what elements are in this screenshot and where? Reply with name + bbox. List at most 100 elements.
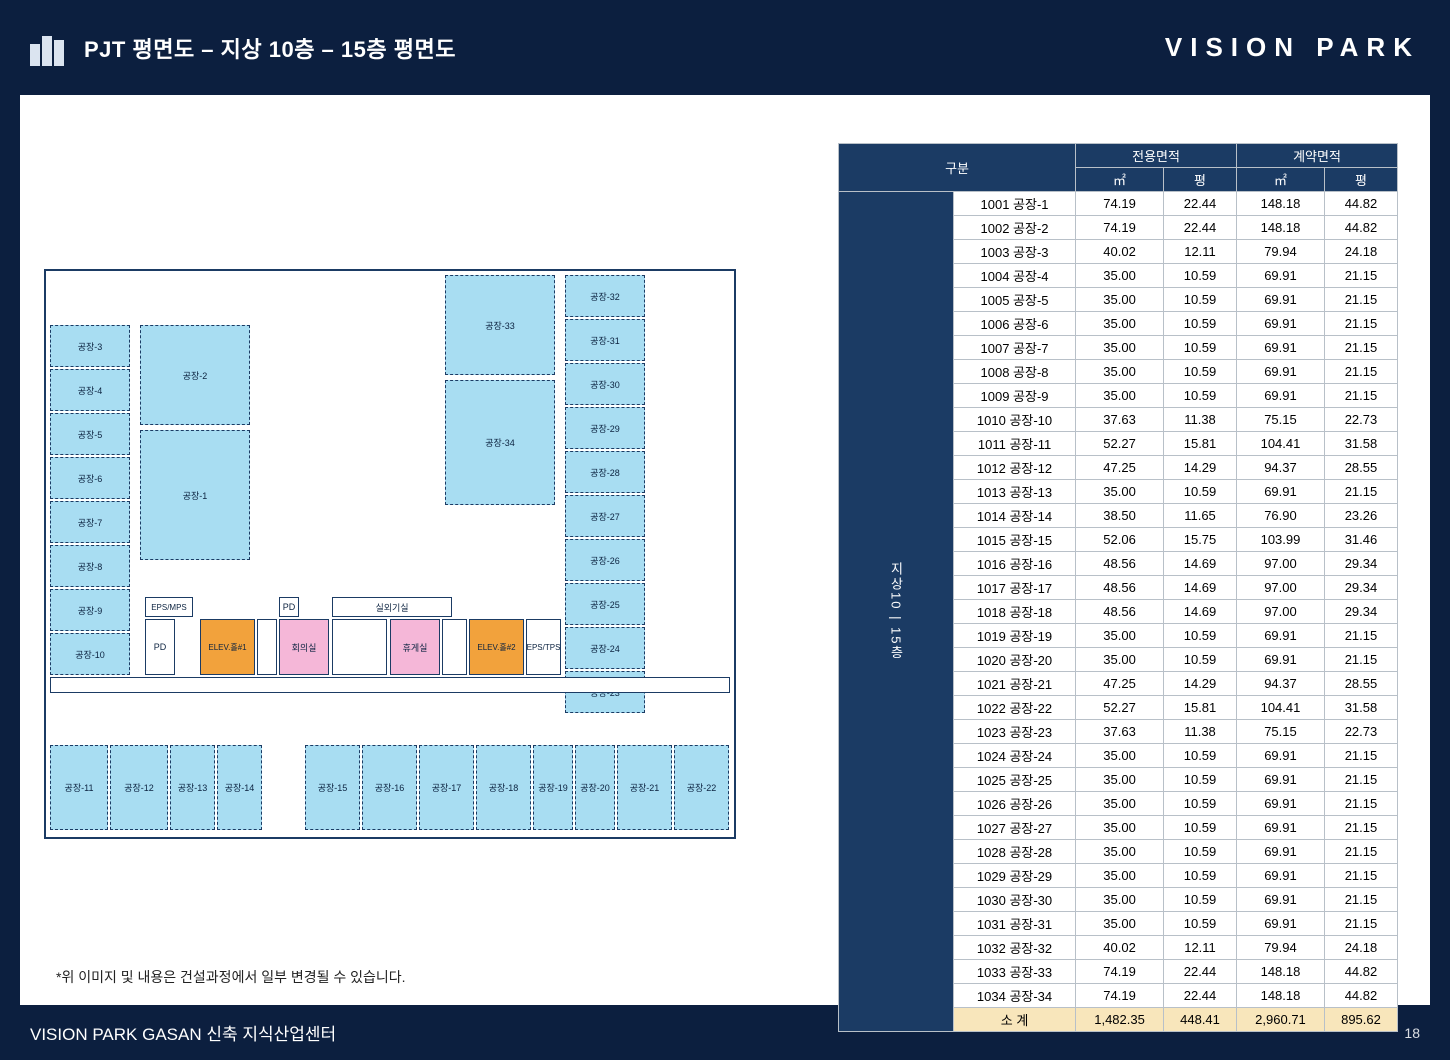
table-value-cell: 10.59 [1164,768,1237,792]
table-value-cell: 10.59 [1164,648,1237,672]
table-value-cell: 35.00 [1076,264,1164,288]
disclaimer-text: *위 이미지 및 내용은 건설과정에서 일부 변경될 수 있습니다. [56,967,406,987]
table-value-cell: 40.02 [1076,240,1164,264]
table-row: 지상10 | 15층1001 공장-174.1922.44148.1844.82 [839,192,1398,216]
content-area: 공장-3공장-4공장-5공장-6공장-7공장-8공장-9공장-10공장-2공장-… [20,95,1430,1005]
table-value-cell: 79.94 [1237,240,1325,264]
table-value-cell: 21.15 [1324,840,1397,864]
floorplan-room [257,619,277,675]
floorplan-room: 공장-16 [362,745,417,830]
table-value-cell: 29.34 [1324,576,1397,600]
table-value-cell: 21.15 [1324,384,1397,408]
table-unit-cell: 1004 공장-4 [954,264,1076,288]
footer-text: VISION PARK GASAN 신축 지식산업센터 [30,1020,336,1045]
table-unit-cell: 1024 공장-24 [954,744,1076,768]
floorplan-room: 공장-3 [50,325,130,367]
table-value-cell: 10.59 [1164,312,1237,336]
table-value-cell: 69.91 [1237,744,1325,768]
table-value-cell: 35.00 [1076,312,1164,336]
table-value-cell: 21.15 [1324,336,1397,360]
table-value-cell: 11.38 [1164,408,1237,432]
table-value-cell: 47.25 [1076,672,1164,696]
table-unit-cell: 1023 공장-23 [954,720,1076,744]
table-value-cell: 35.00 [1076,744,1164,768]
table-value-cell: 31.46 [1324,528,1397,552]
table-value-cell: 21.15 [1324,792,1397,816]
page-number: 18 [1404,1025,1420,1041]
floorplan-room: 공장-32 [565,275,645,317]
table-value-cell: 75.15 [1237,408,1325,432]
table-value-cell: 52.06 [1076,528,1164,552]
floorplan-room: 공장-9 [50,589,130,631]
table-value-cell: 28.55 [1324,456,1397,480]
table-value-cell: 21.15 [1324,768,1397,792]
table-value-cell: 29.34 [1324,552,1397,576]
floorplan-room: EPS/TPS [526,619,561,675]
table-value-cell: 21.15 [1324,288,1397,312]
floorplan-room [442,619,467,675]
table-value-cell: 48.56 [1076,552,1164,576]
table-value-cell: 74.19 [1076,216,1164,240]
table-unit-cell: 1020 공장-20 [954,648,1076,672]
table-unit-cell: 1009 공장-9 [954,384,1076,408]
table-unit-cell: 1002 공장-2 [954,216,1076,240]
floorplan: 공장-3공장-4공장-5공장-6공장-7공장-8공장-9공장-10공장-2공장-… [50,275,750,895]
table-unit-cell: 1033 공장-33 [954,960,1076,984]
table-value-cell: 38.50 [1076,504,1164,528]
table-value-cell: 69.91 [1237,816,1325,840]
floorplan-room: 공장-20 [575,745,615,830]
header-left: PJT 평면도 – 지상 10층 – 15층 평면도 [30,30,456,66]
table-value-cell: 69.91 [1237,288,1325,312]
page-title: PJT 평면도 – 지상 10층 – 15층 평면도 [84,32,456,64]
table-value-cell: 74.19 [1076,192,1164,216]
table-value-cell: 94.37 [1237,456,1325,480]
floorplan-room: 공장-4 [50,369,130,411]
table-unit-cell: 1026 공장-26 [954,792,1076,816]
table-value-cell: 21.15 [1324,912,1397,936]
table-value-cell: 104.41 [1237,696,1325,720]
table-value-cell: 28.55 [1324,672,1397,696]
table-value-cell: 10.59 [1164,624,1237,648]
table-value-cell: 22.44 [1164,984,1237,1008]
floorplan-room: 공장-19 [533,745,573,830]
table-value-cell: 10.59 [1164,840,1237,864]
table-value-cell: 10.59 [1164,288,1237,312]
table-value-cell: 21.15 [1324,744,1397,768]
table-unit-cell: 1005 공장-5 [954,288,1076,312]
table-value-cell: 22.73 [1324,720,1397,744]
table-value-cell: 103.99 [1237,528,1325,552]
table-value-cell: 22.44 [1164,216,1237,240]
floorplan-room: 공장-31 [565,319,645,361]
table-value-cell: 21.15 [1324,864,1397,888]
table-value-cell: 79.94 [1237,936,1325,960]
table-value-cell: 52.27 [1076,432,1164,456]
floorplan-room: ELEV.홀#1 [200,619,255,675]
floorplan-room: 공장-30 [565,363,645,405]
area-table: 구분전용면적계약면적㎡평㎡평지상10 | 15층1001 공장-174.1922… [838,143,1398,1032]
table-value-cell: 44.82 [1324,216,1397,240]
table-unit-cell: 1031 공장-31 [954,912,1076,936]
table-value-cell: 48.56 [1076,600,1164,624]
table-value-cell: 44.82 [1324,984,1397,1008]
table-unit-cell: 1029 공장-29 [954,864,1076,888]
table-value-cell: 35.00 [1076,840,1164,864]
table-value-cell: 21.15 [1324,888,1397,912]
table-value-cell: 21.15 [1324,480,1397,504]
table-value-cell: 14.29 [1164,456,1237,480]
floorplan-room: 공장-22 [674,745,729,830]
table-header-top: 계약면적 [1237,144,1398,168]
table-value-cell: 31.58 [1324,696,1397,720]
floorplan-room: 공장-1 [140,430,250,560]
table-unit-cell: 1003 공장-3 [954,240,1076,264]
table-unit-cell: 1032 공장-32 [954,936,1076,960]
floorplan-room: 공장-13 [170,745,215,830]
table-value-cell: 10.59 [1164,480,1237,504]
table-value-cell: 44.82 [1324,192,1397,216]
table-unit-cell: 1028 공장-28 [954,840,1076,864]
table-unit-cell: 1027 공장-27 [954,816,1076,840]
floorplan-room: 공장-18 [476,745,531,830]
table-value-cell: 10.59 [1164,384,1237,408]
table-value-cell: 69.91 [1237,864,1325,888]
table-unit-cell: 1030 공장-30 [954,888,1076,912]
table-unit-cell: 1008 공장-8 [954,360,1076,384]
